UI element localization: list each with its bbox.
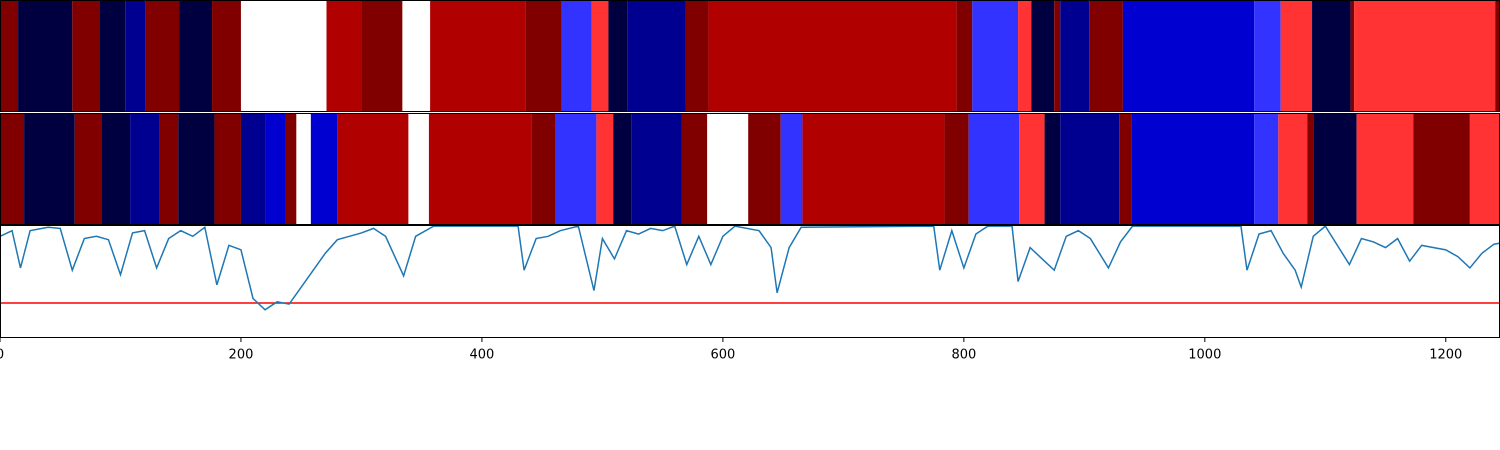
- segment: [125, 0, 146, 112]
- segment: [1280, 0, 1313, 112]
- segment: [708, 0, 957, 112]
- segment: [972, 0, 1019, 112]
- segment: [296, 113, 311, 225]
- segment: [1413, 113, 1470, 225]
- segment: [1018, 0, 1032, 112]
- segment: [337, 113, 409, 225]
- segment: [179, 0, 213, 112]
- x-tick-label: 600: [710, 348, 735, 363]
- segment: [1312, 0, 1351, 112]
- segment: [326, 0, 362, 112]
- segment: [159, 113, 179, 225]
- segment: [1350, 0, 1355, 112]
- segment: [100, 0, 126, 112]
- segment: [0, 113, 25, 225]
- segment: [1131, 113, 1255, 225]
- segment: [240, 0, 327, 112]
- segment: [214, 113, 241, 225]
- segment: [1356, 113, 1414, 225]
- segment: [1119, 113, 1132, 225]
- segment: [178, 113, 215, 225]
- segment: [1254, 113, 1279, 225]
- segment: [681, 113, 708, 225]
- segment: [18, 0, 73, 112]
- segment: [1044, 113, 1061, 225]
- segment: [685, 0, 709, 112]
- segment: [1019, 113, 1045, 225]
- x-tick-label: 800: [951, 348, 976, 363]
- segment: [1307, 113, 1314, 225]
- x-tick-label: 1000: [1188, 348, 1221, 363]
- segment: [1254, 0, 1281, 112]
- segment: [1089, 0, 1123, 112]
- segment: [101, 113, 131, 225]
- segment: [402, 0, 431, 112]
- segment: [145, 0, 180, 112]
- segment: [525, 0, 562, 112]
- segment: [24, 113, 75, 225]
- segment: [74, 113, 102, 225]
- segment: [944, 113, 969, 225]
- segment: [627, 0, 686, 112]
- segment: [361, 0, 403, 112]
- segment: [1054, 0, 1061, 112]
- segment: [240, 113, 266, 225]
- segment: [408, 113, 429, 225]
- x-tick-label: 1200: [1429, 348, 1462, 363]
- segment: [1122, 0, 1255, 112]
- segment: [591, 0, 609, 112]
- segment: [1354, 0, 1496, 112]
- segment: [265, 113, 286, 225]
- panel-frame: [0, 225, 1500, 338]
- segment: [707, 113, 749, 225]
- segment: [968, 113, 1020, 225]
- segment: [802, 113, 945, 225]
- x-tick-label: 400: [470, 348, 495, 363]
- segment: [1278, 113, 1308, 225]
- x-tick-label: 0: [0, 348, 4, 363]
- segment: [748, 113, 781, 225]
- segment: [1060, 113, 1120, 225]
- segment: [285, 113, 297, 225]
- segment: [956, 0, 973, 112]
- segment: [531, 113, 556, 225]
- segment: [1060, 0, 1090, 112]
- segment: [430, 0, 526, 112]
- segment: [608, 0, 628, 112]
- segment: [561, 0, 592, 112]
- segment: [596, 113, 614, 225]
- segment: [780, 113, 803, 225]
- segment: [613, 113, 632, 225]
- segment: [310, 113, 338, 225]
- line-series: [0, 224, 1500, 311]
- segment: [1031, 0, 1055, 112]
- segment: [130, 113, 160, 225]
- segment: [1495, 0, 1500, 112]
- segment: [555, 113, 597, 225]
- segment: [1469, 113, 1500, 225]
- segment: [0, 0, 19, 112]
- segment: [631, 113, 682, 225]
- segment: [1313, 113, 1357, 225]
- segment: [72, 0, 100, 112]
- segment: [428, 113, 532, 225]
- segment: [212, 0, 241, 112]
- x-tick-label: 200: [229, 348, 254, 363]
